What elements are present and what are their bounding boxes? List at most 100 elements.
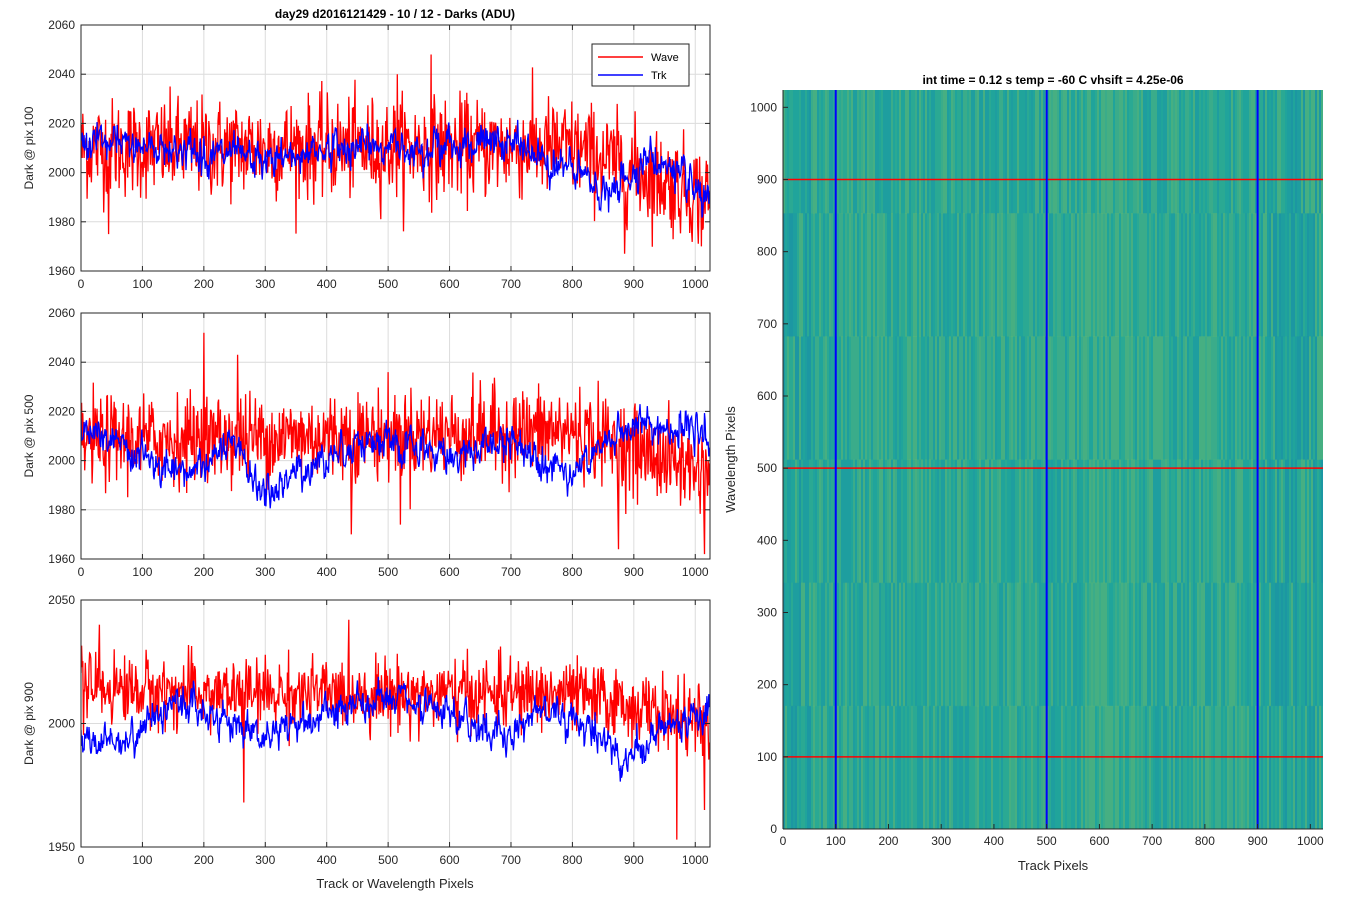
heatmap-cell (999, 459, 1001, 584)
heatmap-cell (1107, 213, 1109, 337)
heatmap-cell (881, 90, 883, 214)
heatmap-cell (1137, 582, 1139, 707)
heatmap-cell (1081, 459, 1083, 584)
heatmap-cell (949, 336, 951, 460)
heatmap-cell (801, 705, 803, 830)
heatmap-cell (977, 705, 979, 830)
heatmap-cell (819, 213, 821, 337)
heatmap-cell (1313, 582, 1315, 707)
heatmap-cell (997, 705, 999, 830)
heatmap-cell (905, 705, 907, 830)
heatmap-cell (1319, 336, 1321, 460)
heatmap-cell (963, 336, 965, 460)
y-tick-label: 1980 (48, 215, 75, 229)
y-tick-label: 100 (757, 750, 777, 764)
heatmap-cell (865, 90, 867, 214)
heatmap-cell (1063, 705, 1065, 830)
heatmap-cell (825, 705, 827, 830)
heatmap-cell (861, 336, 863, 460)
legend-label-wave: Wave (651, 52, 679, 64)
heatmap-cell (963, 213, 965, 337)
heatmap-cell (1117, 336, 1119, 460)
heatmap-cell (1173, 459, 1175, 584)
x-tick-label: 700 (501, 853, 521, 867)
heatmap-cell (1087, 582, 1089, 707)
heatmap-cell (1215, 213, 1217, 337)
heatmap-cell (1253, 213, 1255, 337)
heatmap-cell (787, 213, 789, 337)
heatmap-cell (1233, 213, 1235, 337)
heatmap-cell (1153, 582, 1155, 707)
heatmap-cell (821, 213, 823, 337)
heatmap-cell (1087, 705, 1089, 830)
heatmap-cell (811, 459, 813, 584)
heatmap-cell (1203, 213, 1205, 337)
heatmap-cell (1161, 213, 1163, 337)
heatmap-cell (855, 459, 857, 584)
heatmap-cell (901, 213, 903, 337)
heatmap-cell (1093, 705, 1095, 830)
heatmap-cell (931, 582, 933, 707)
heatmap-cell (1233, 90, 1235, 214)
heatmap-cell (887, 336, 889, 460)
heatmap-cell (1291, 459, 1293, 584)
heatmap-cell (843, 705, 845, 830)
heatmap-cell (1033, 582, 1035, 707)
heatmap-cell (981, 459, 983, 584)
heatmap-cell (1231, 213, 1233, 337)
heatmap-cell (929, 705, 931, 830)
heatmap-cell (1265, 582, 1267, 707)
heatmap-cell (891, 336, 893, 460)
heatmap-cell (1237, 336, 1239, 460)
heatmap-cell (1213, 213, 1215, 337)
heatmap-cell (803, 582, 805, 707)
heatmap-cell (1243, 336, 1245, 460)
heatmap-cell (905, 213, 907, 337)
heatmap-cell (891, 459, 893, 584)
heatmap-cell (931, 213, 933, 337)
heatmap-cell (933, 705, 935, 830)
heatmap-cell (1165, 582, 1167, 707)
heatmap-cell (1001, 459, 1003, 584)
heatmap-cell (941, 459, 943, 584)
heatmap-cell (1061, 459, 1063, 584)
heatmap-cell (1263, 705, 1265, 830)
heatmap-cell (1171, 213, 1173, 337)
heatmap-cell (845, 582, 847, 707)
heatmap-cell (1237, 459, 1239, 584)
heatmap-cell (1207, 705, 1209, 830)
heatmap-cell (1043, 459, 1045, 584)
heatmap-cell (1221, 705, 1223, 830)
heatmap-cell (787, 336, 789, 460)
heatmap-cell (993, 705, 995, 830)
heatmap-cell (1009, 459, 1011, 584)
heatmap-cell (1021, 459, 1023, 584)
heatmap-cell (1231, 705, 1233, 830)
heatmap-cell (1305, 90, 1307, 214)
x-tick-label: 100 (132, 853, 152, 867)
heatmap-cell (917, 90, 919, 214)
heatmap-cell (1193, 336, 1195, 460)
heatmap-cell (847, 459, 849, 584)
heatmap-cell (811, 582, 813, 707)
series-line-trk (81, 119, 710, 218)
heatmap-cell (1301, 90, 1303, 214)
heatmap-cell (1273, 459, 1275, 584)
heatmap-cell (1141, 213, 1143, 337)
heatmap-cell (1087, 336, 1089, 460)
heatmap-cell (1279, 459, 1281, 584)
heatmap-cell (1219, 336, 1221, 460)
heatmap-cell (943, 213, 945, 337)
heatmap-cell (821, 90, 823, 214)
heatmap-cell (1051, 336, 1053, 460)
y-tick-label: 2040 (48, 355, 75, 369)
heatmap-cell (785, 582, 787, 707)
heatmap-cell (883, 213, 885, 337)
heatmap-cell (841, 582, 843, 707)
heatmap-cell (907, 90, 909, 214)
heatmap-cell (1087, 213, 1089, 337)
heatmap-cell (1249, 336, 1251, 460)
heatmap-cell (1315, 90, 1317, 214)
heatmap-cell (1183, 582, 1185, 707)
heatmap-cell (1053, 90, 1055, 214)
